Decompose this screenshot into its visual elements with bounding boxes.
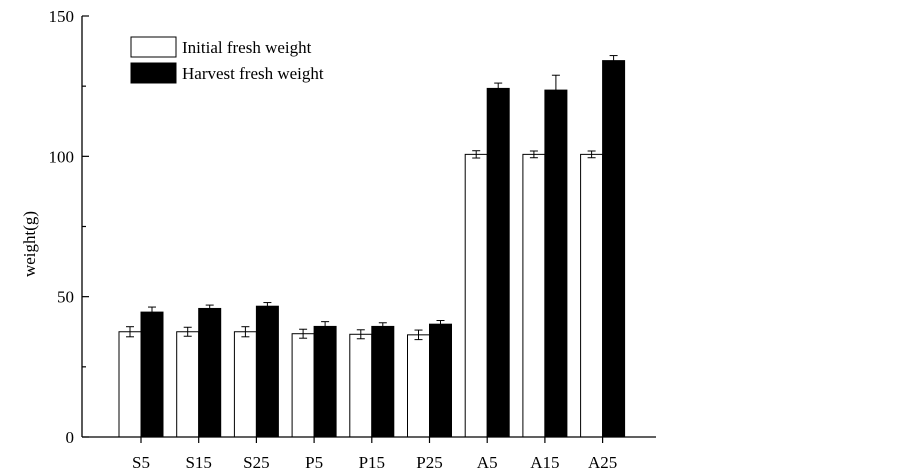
error-bar-initial-A15: [529, 150, 538, 159]
x-tick-label-P25: P25: [416, 453, 442, 472]
x-tick-label-A25: A25: [588, 453, 617, 472]
x-tick-label-P5: P5: [305, 453, 323, 472]
y-axis-title: weight(g): [20, 211, 39, 277]
bar-harvest-S25: [255, 305, 279, 438]
error-bar-initial-P25: [414, 329, 423, 341]
bar-initial-P5: [291, 333, 315, 438]
error-bar-harvest-A15: [551, 74, 560, 91]
error-bar-harvest-P5: [321, 321, 330, 327]
error-bar-harvest-S15: [205, 304, 214, 309]
error-bar-initial-S5: [126, 326, 134, 338]
legend-label-initial: Initial fresh weight: [182, 38, 312, 57]
bar-harvest-A5: [486, 87, 510, 438]
x-tick-label-A5: A5: [477, 453, 498, 472]
bar-initial-S5: [118, 331, 142, 438]
bar-harvest-P25: [429, 323, 452, 438]
x-tick-label-S15: S15: [185, 453, 211, 472]
x-tick-label-A15: A15: [530, 453, 559, 472]
bar-harvest-A15: [544, 89, 568, 438]
error-bar-harvest-P25: [436, 320, 445, 325]
y-tick-label: 50: [57, 288, 74, 307]
x-tick-label-S5: S5: [132, 453, 150, 472]
error-bar-harvest-P15: [378, 322, 387, 327]
error-bar-initial-A5: [472, 150, 481, 159]
error-bar-initial-S15: [183, 326, 192, 337]
bar-initial-A15: [522, 153, 546, 438]
bar-harvest-S15: [198, 307, 222, 438]
x-tick-label-S25: S25: [243, 453, 269, 472]
error-bar-initial-S25: [241, 326, 250, 338]
bar-harvest-S5: [140, 311, 164, 438]
legend-label-harvest: Harvest fresh weight: [182, 64, 324, 83]
bar-initial-S15: [176, 331, 200, 438]
x-ticks: S5 S15 S25 P5 P15 P25 A5 A15 A25: [132, 437, 617, 472]
bar-initial-S25: [233, 331, 257, 438]
bar-initial-A5: [464, 153, 488, 438]
legend-swatch-harvest: [130, 62, 177, 84]
error-bar-harvest-A25: [609, 55, 618, 61]
x-tick-label-P15: P15: [359, 453, 385, 472]
bar-initial-P25: [407, 334, 430, 438]
y-tick-label: 0: [66, 428, 75, 447]
legend-swatch-initial: [130, 36, 177, 58]
bar-harvest-P15: [371, 325, 395, 438]
bar-harvest-A25: [602, 60, 626, 438]
error-bar-harvest-S5: [148, 306, 156, 313]
error-bar-initial-P15: [356, 329, 365, 340]
error-bar-harvest-A5: [494, 82, 503, 89]
legend: Initial fresh weight Harvest fresh weight: [130, 36, 324, 84]
error-bar-initial-P5: [299, 328, 308, 339]
y-tick-label: 150: [49, 7, 75, 26]
y-ticks: 0 50 100 150: [49, 7, 89, 447]
bar-initial-A25: [580, 153, 604, 438]
error-bar-harvest-S25: [263, 302, 272, 307]
error-bar-initial-A25: [587, 150, 596, 159]
bars-layer: [118, 55, 626, 438]
y-tick-label: 100: [49, 147, 75, 166]
bar-initial-P15: [349, 333, 373, 438]
bar-harvest-P5: [313, 325, 337, 438]
